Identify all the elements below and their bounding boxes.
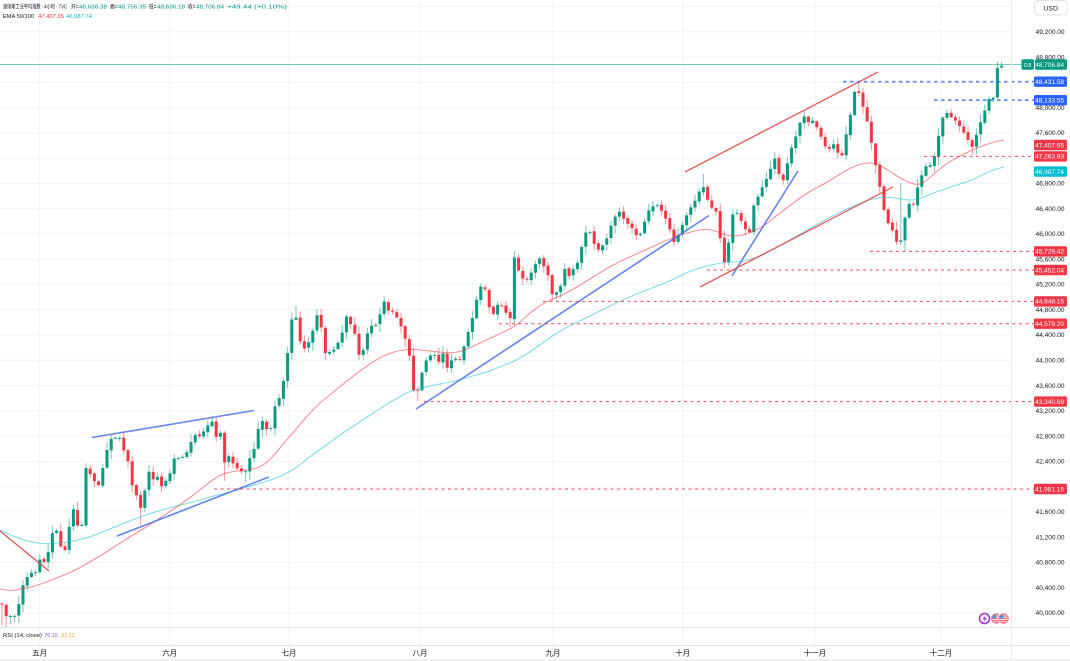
svg-text:47,407.65: 47,407.65 xyxy=(38,14,65,20)
svg-text:44,579.20: 44,579.20 xyxy=(1035,321,1064,328)
svg-text:48,800.00: 48,800.00 xyxy=(1036,54,1065,61)
svg-text:48,431.58: 48,431.58 xyxy=(1035,79,1064,86)
svg-text:41,981.15: 41,981.15 xyxy=(1035,486,1064,493)
svg-text:48,658.38: 48,658.38 xyxy=(79,5,108,11)
svg-text:五月: 五月 xyxy=(32,649,47,658)
svg-text:46,987.74: 46,987.74 xyxy=(66,14,93,20)
svg-text:41,600.00: 41,600.00 xyxy=(1036,509,1065,516)
svg-text:45,729.42: 45,729.42 xyxy=(1035,249,1064,256)
svg-text:42,800.00: 42,800.00 xyxy=(1036,433,1065,440)
svg-text:45,452.04: 45,452.04 xyxy=(1035,267,1064,274)
svg-text:70.10: 70.10 xyxy=(45,633,59,639)
svg-text:46,987.74: 46,987.74 xyxy=(1035,169,1064,176)
svg-text:八月: 八月 xyxy=(413,649,428,658)
svg-text:六月: 六月 xyxy=(162,648,177,658)
svg-text:44,800.00: 44,800.00 xyxy=(1036,307,1065,314)
svg-text:开=: 开= xyxy=(71,4,79,11)
svg-text:44,948.15: 44,948.15 xyxy=(1035,299,1064,306)
svg-text:低=: 低= xyxy=(149,3,157,11)
svg-text:46,400.00: 46,400.00 xyxy=(1036,206,1065,213)
svg-text:47,600.00: 47,600.00 xyxy=(1036,130,1065,137)
svg-text:40,400.00: 40,400.00 xyxy=(1036,585,1065,592)
svg-text:十二月: 十二月 xyxy=(930,648,953,658)
svg-text:44,000.00: 44,000.00 xyxy=(1036,358,1065,365)
svg-text:42,400.00: 42,400.00 xyxy=(1036,459,1065,466)
svg-text:48,706.84: 48,706.84 xyxy=(1035,62,1064,69)
svg-text:45,200.00: 45,200.00 xyxy=(1036,282,1065,289)
svg-text:46,000.00: 46,000.00 xyxy=(1036,231,1065,238)
svg-text:48,133.55: 48,133.55 xyxy=(1035,98,1064,105)
svg-text:43,340.69: 43,340.69 xyxy=(1035,399,1064,406)
svg-text:46,800.00: 46,800.00 xyxy=(1036,181,1065,188)
svg-text:45,600.00: 45,600.00 xyxy=(1036,256,1065,263)
svg-text:RSI (14, close): RSI (14, close) xyxy=(3,633,42,639)
svg-text:48,706.84: 48,706.84 xyxy=(196,5,225,11)
svg-text:44,400.00: 44,400.00 xyxy=(1036,332,1065,339)
svg-text:九月: 九月 xyxy=(546,649,561,658)
svg-text:道琼斯工业平均指数 · 4小时 · TVC: 道琼斯工业平均指数 · 4小时 · TVC xyxy=(3,3,68,11)
svg-text:七月: 七月 xyxy=(282,649,297,658)
svg-text:高=: 高= xyxy=(110,3,118,11)
svg-text:48,756.35: 48,756.35 xyxy=(118,5,147,11)
svg-text:十一月: 十一月 xyxy=(804,648,827,658)
svg-text:43,600.00: 43,600.00 xyxy=(1036,383,1065,390)
svg-text:DJI: DJI xyxy=(1024,63,1032,69)
svg-text:48,636.18: 48,636.18 xyxy=(157,5,186,11)
svg-text:41,200.00: 41,200.00 xyxy=(1036,534,1065,541)
svg-text:收=: 收= xyxy=(188,3,196,11)
svg-text:47,407.65: 47,407.65 xyxy=(1035,142,1064,149)
svg-text:+49.44 (+0.10%): +49.44 (+0.10%) xyxy=(227,5,287,11)
svg-text:十月: 十月 xyxy=(675,648,690,658)
svg-text:48,000.00: 48,000.00 xyxy=(1036,105,1065,112)
svg-text:USD: USD xyxy=(1044,5,1058,12)
svg-text:43,200.00: 43,200.00 xyxy=(1036,408,1065,415)
svg-text:61.12: 61.12 xyxy=(62,633,76,639)
svg-text:47,263.93: 47,263.93 xyxy=(1035,154,1064,161)
svg-text:40,000.00: 40,000.00 xyxy=(1036,610,1065,617)
svg-text:49,200.00: 49,200.00 xyxy=(1036,29,1065,36)
svg-text:EMA 50/100: EMA 50/100 xyxy=(3,14,35,20)
svg-text:40,800.00: 40,800.00 xyxy=(1036,560,1065,567)
